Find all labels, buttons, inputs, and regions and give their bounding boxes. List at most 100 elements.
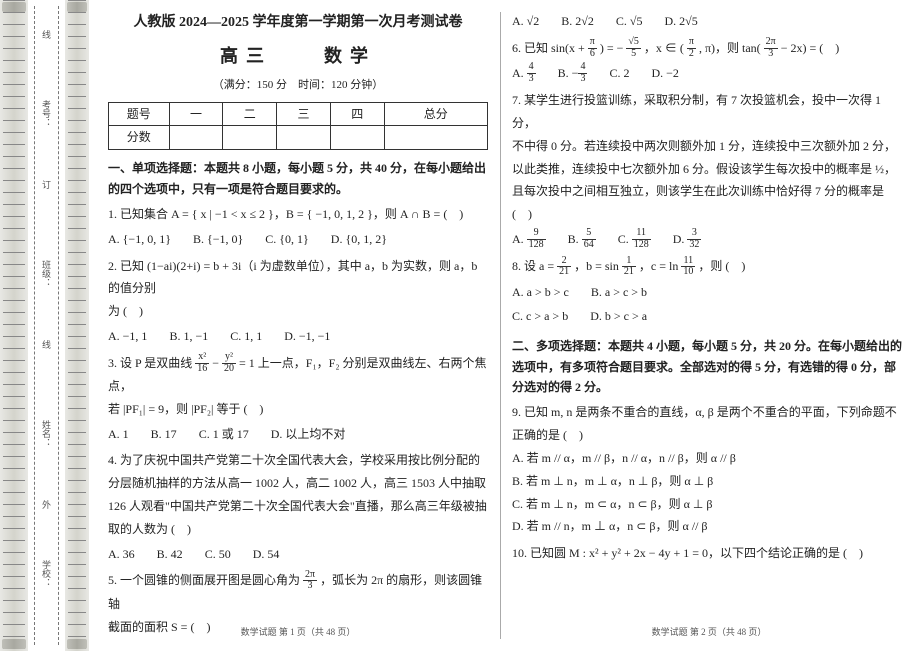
q5-opt-a: A. √2 [512, 10, 539, 33]
q8-options-2: C. c > a > b D. b > c > a [512, 305, 906, 328]
page-2: A. √2 B. 2√2 C. √5 D. 2√5 6. 已知 sin(x + … [512, 10, 906, 641]
q7-l1: 7. 某学生进行投篮训练，采取积分制，有 7 次投篮机会，投中一次得 1 分， [512, 93, 881, 130]
gutter-label: 线 [40, 30, 53, 39]
gutter-label: 线 [40, 340, 53, 349]
q8-frac1: 221 [557, 256, 571, 278]
q5-options: A. √2 B. 2√2 C. √5 D. 2√5 [512, 10, 906, 33]
page-divider [500, 12, 501, 639]
q8-frac2: 121 [622, 256, 636, 278]
q4-options: A. 36 B. 42 C. 50 D. 54 [108, 543, 488, 566]
q6-frac1: π6 [588, 37, 597, 59]
q8-d: ，则 ( ) [698, 259, 745, 273]
exam-subtitle: （满分：150 分 时间：120 分钟） [108, 75, 488, 96]
question-9: 9. 已知 m, n 是两条不重合的直线，α, β 是两个不重合的平面，下列命题… [512, 401, 906, 447]
q2-stem-a: 2. 已知 (1−ai)(2+i) = b + 3i（i 为虚数单位），其中 a… [108, 259, 477, 296]
q7-opt-b: B. 564 [568, 228, 596, 251]
q5-opt-c: C. √5 [616, 10, 643, 33]
q9-opt-b: B. 若 m ⊥ n，m ⊥ α，n ⊥ β，则 α ⊥ β [512, 470, 906, 493]
q8-options: A. a > b > c B. a > c > b [512, 281, 906, 304]
q9-opt-d: D. 若 m // n，m ⊥ α，n ⊂ β，则 α // β [512, 515, 906, 538]
q6-d: , π)，则 tan( [699, 41, 761, 55]
gutter-label: 考号： [40, 100, 53, 127]
q8-opt-a: A. a > b > c [512, 281, 569, 304]
q6-options: A. 43 B. −43 C. 2 D. −2 [512, 62, 906, 85]
q6-frac2: √55 [626, 37, 641, 59]
score-header: 题号 [109, 102, 170, 126]
gutter-label: 姓名： [40, 420, 53, 447]
q2-options: A. −1, 1 B. 1, −1 C. 1, 1 D. −1, −1 [108, 325, 488, 348]
exam-title-line1: 人教版 2024—2025 学年度第一学期第一次月考测试卷 [108, 10, 488, 37]
q8-a: 8. 设 a = [512, 259, 557, 273]
ruler-left [0, 0, 28, 651]
q3-opt-b: B. 17 [151, 423, 177, 446]
score-table: 题号 一 二 三 四 总分 分数 [108, 102, 488, 151]
q4-opt-d: D. 54 [253, 543, 280, 566]
q2-opt-a: A. −1, 1 [108, 325, 147, 348]
q7-l3: 以此类推，连续投中七次额外加 6 分。假设该学生每次投中的概率是 ½， [512, 162, 896, 176]
q7-l2: 不中得 0 分。若连续投中两次则额外加 1 分，连续投中三次额外加 2 分， [512, 139, 896, 153]
q6-opt-a: A. 43 [512, 62, 536, 85]
q5-l1: 5. 一个圆锥的侧面展开图是圆心角为 [108, 573, 303, 587]
q2-stem-b: 为 ( ) [108, 304, 143, 318]
page-2-footer: 数学试题 第 2 页（共 48 页） [512, 624, 906, 641]
q8-opt-d: D. b > c > a [590, 305, 647, 328]
q1-opt-d: D. {0, 1, 2} [331, 228, 387, 251]
gutter-label: 订 [40, 180, 53, 189]
q1-opt-a: A. {−1, 0, 1} [108, 228, 171, 251]
score-header: 四 [330, 102, 384, 126]
q7-opt-d: D. 332 [673, 228, 702, 251]
q6-opt-d: D. −2 [651, 62, 678, 85]
exam-title-line2: 高三 数学 [108, 39, 488, 73]
q4-l2: 分层随机抽样的方法从高一 1002 人，高二 1002 人，高三 1503 人中… [108, 476, 486, 490]
question-4: 4. 为了庆祝中国共产党第二十次全国代表大会，学校采用按比例分配的 分层随机抽样… [108, 449, 488, 540]
question-2: 2. 已知 (1−ai)(2+i) = b + 3i（i 为虚数单位），其中 a… [108, 255, 488, 323]
q5-opt-b: B. 2√2 [561, 10, 594, 33]
q4-l4: 取的人数为 ( ) [108, 522, 191, 536]
q7-opt-c: C. 11128 [618, 228, 651, 251]
score-header: 三 [277, 102, 331, 126]
q9-l2: 正确的是 ( ) [512, 428, 583, 442]
q5-opt-d: D. 2√5 [664, 10, 697, 33]
q6-e: − 2x) = ( ) [781, 41, 840, 55]
gutter-label: 外 [40, 500, 53, 509]
q2-opt-d: D. −1, −1 [284, 325, 330, 348]
q3-hyperbola-frac: x²16 [195, 352, 209, 374]
q3-stem-c: 若 |PF₁| = 9，则 |PF₂| 等于 ( ) [108, 402, 263, 416]
gutter-label: 班级： [40, 260, 53, 287]
q9-l1: 9. 已知 m, n 是两条不重合的直线，α, β 是两个不重合的平面，下列命题… [512, 405, 897, 419]
q7-l4: 且每次投中之间相互独立，则该学生在此次训练中恰好得 7 分的概率是 [512, 184, 884, 198]
score-header: 二 [223, 102, 277, 126]
q9-opt-a: A. 若 m // α，m // β，n // α，n // β，则 α // … [512, 447, 906, 470]
ruler-right [65, 0, 89, 651]
section-1-heading: 一、单项选择题：本题共 8 小题，每小题 5 分，共 40 分，在每小题给出的四… [108, 158, 488, 199]
q6-opt-b: B. −43 [558, 62, 588, 85]
question-3: 3. 设 P 是双曲线 x²16 − y²20 = 1 上一点，F₁，F₂ 分别… [108, 352, 488, 421]
q8-opt-c: C. c > a > b [512, 305, 568, 328]
q3-hyperbola-frac2: y²20 [222, 352, 236, 374]
q1-opt-b: B. {−1, 0} [193, 228, 243, 251]
q1-options: A. {−1, 0, 1} B. {−1, 0} C. {0, 1} D. {0… [108, 228, 488, 251]
q2-opt-c: C. 1, 1 [230, 325, 262, 348]
q3-stem-a: 3. 设 P 是双曲线 [108, 356, 195, 370]
q6-frac3: π2 [687, 37, 696, 59]
q1-stem: 1. 已知集合 A = { x | −1 < x ≤ 2 }，B = { −1,… [108, 207, 463, 221]
q6-b: ) = − [600, 41, 624, 55]
question-7: 7. 某学生进行投篮训练，采取积分制，有 7 次投篮机会，投中一次得 1 分， … [512, 89, 906, 226]
question-8: 8. 设 a = 221 ，b = sin 121 ，c = ln 1110 ，… [512, 255, 906, 278]
binding-gutter: 线 考号： 订 班级： 线 姓名： 外 学校： [28, 0, 65, 651]
q8-frac3: 1110 [681, 256, 695, 278]
q9-options: A. 若 m // α，m // β，n // α，n // β，则 α // … [512, 447, 906, 538]
q7-l5: ( ) [512, 207, 532, 221]
score-header: 总分 [384, 102, 487, 126]
q8-opt-b: B. a > c > b [591, 281, 647, 304]
q6-a: 6. 已知 sin(x + [512, 41, 588, 55]
question-10: 10. 已知圆 M : x² + y² + 2x − 4y + 1 = 0，以下… [512, 542, 906, 565]
score-header: 一 [169, 102, 223, 126]
q3-opt-c: C. 1 或 17 [199, 423, 249, 446]
q6-c: ，x ∈ ( [644, 41, 684, 55]
q9-opt-c: C. 若 m ⊥ n，m ⊂ α，n ⊂ β，则 α ⊥ β [512, 493, 906, 516]
q3-options: A. 1 B. 17 C. 1 或 17 D. 以上均不对 [108, 423, 488, 446]
q5-angle-frac: 2π3 [303, 570, 317, 592]
q4-opt-a: A. 36 [108, 543, 135, 566]
page-1-footer: 数学试题 第 1 页（共 48 页） [108, 624, 488, 641]
